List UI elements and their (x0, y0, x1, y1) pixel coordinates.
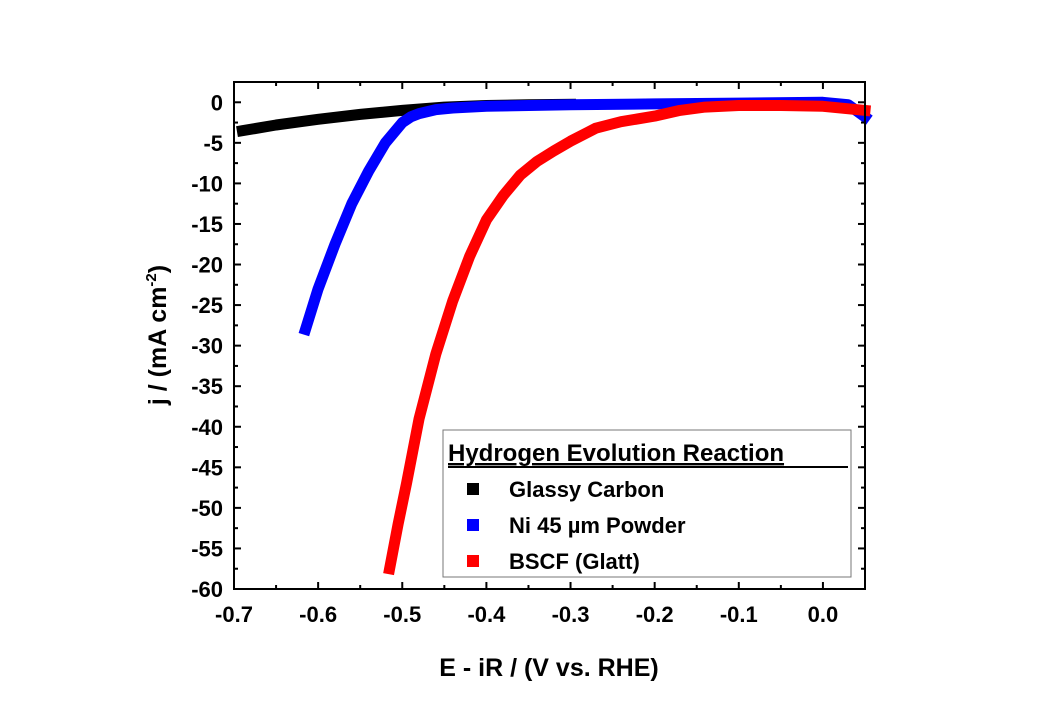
y-axis-label-close: ) (144, 265, 172, 273)
legend: Hydrogen Evolution Reaction Glassy Carbo… (442, 429, 852, 578)
y-tick-label: -45 (191, 455, 223, 480)
legend-marker-glassy-carbon (467, 483, 479, 495)
x-tick-label: -0.7 (215, 602, 253, 627)
y-tick-label: -25 (191, 293, 223, 318)
legend-label-ni-powder: Ni 45 µm Powder (509, 513, 686, 538)
x-tick-label: -0.4 (467, 602, 506, 627)
y-tick-label: -50 (191, 496, 223, 521)
y-tick-labels: 0 -5 -10 -15 -20 -25 -30 -35 -40 -45 -50 -55 -60 (191, 90, 223, 602)
y-tick-label: -60 (191, 577, 223, 602)
y-tick-label: -30 (191, 334, 223, 359)
ticks (233, 82, 865, 590)
legend-box (442, 429, 852, 578)
y-tick-label: 0 (211, 90, 223, 115)
x-tick-label: 0.0 (808, 602, 839, 627)
y-axis-label-main: j / (mA cm (144, 287, 172, 407)
y-tick-label: -55 (191, 536, 223, 561)
x-axis-label: E - iR / (V vs. RHE) (439, 654, 658, 682)
y-tick-label: -20 (191, 253, 223, 278)
y-tick-label: -10 (191, 171, 223, 196)
x-tick-label: -0.3 (552, 602, 590, 627)
plot-frame (233, 81, 866, 590)
x-tick-label: -0.5 (383, 602, 421, 627)
y-tick-label: -35 (191, 374, 223, 399)
legend-label-glassy-carbon: Glassy Carbon (509, 477, 664, 502)
y-tick-label: -40 (191, 415, 223, 440)
x-tick-label: -0.1 (720, 602, 758, 627)
y-tick-label: -15 (191, 212, 223, 237)
series-layer (236, 96, 873, 576)
x-tick-label: -0.6 (299, 602, 337, 627)
legend-marker-bscf (467, 555, 479, 567)
legend-title: Hydrogen Evolution Reaction (448, 440, 784, 467)
y-axis-label: j / (mA cm-2) (143, 265, 172, 406)
x-tick-labels: -0.7 -0.6 -0.5 -0.4 -0.3 -0.2 -0.1 0.0 (215, 602, 838, 627)
y-tick-label: -5 (203, 131, 223, 156)
legend-marker-ni-powder (467, 519, 479, 531)
x-tick-label: -0.2 (636, 602, 674, 627)
series-line-2 (383, 100, 872, 576)
legend-label-bscf: BSCF (Glatt) (509, 549, 640, 574)
y-axis-label-superscript: -2 (143, 273, 160, 286)
